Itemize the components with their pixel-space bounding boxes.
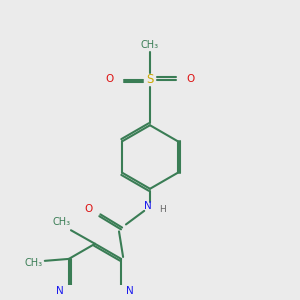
Text: CH₃: CH₃ — [141, 40, 159, 50]
Text: CH₃: CH₃ — [24, 258, 42, 268]
Text: O: O — [105, 74, 113, 84]
Text: H: H — [159, 205, 166, 214]
Text: N: N — [144, 201, 152, 211]
Text: O: O — [187, 74, 195, 84]
Text: CH₃: CH₃ — [52, 218, 70, 227]
Text: O: O — [85, 204, 93, 214]
Text: N: N — [126, 286, 134, 296]
Text: N: N — [56, 286, 64, 296]
Text: S: S — [146, 73, 154, 86]
